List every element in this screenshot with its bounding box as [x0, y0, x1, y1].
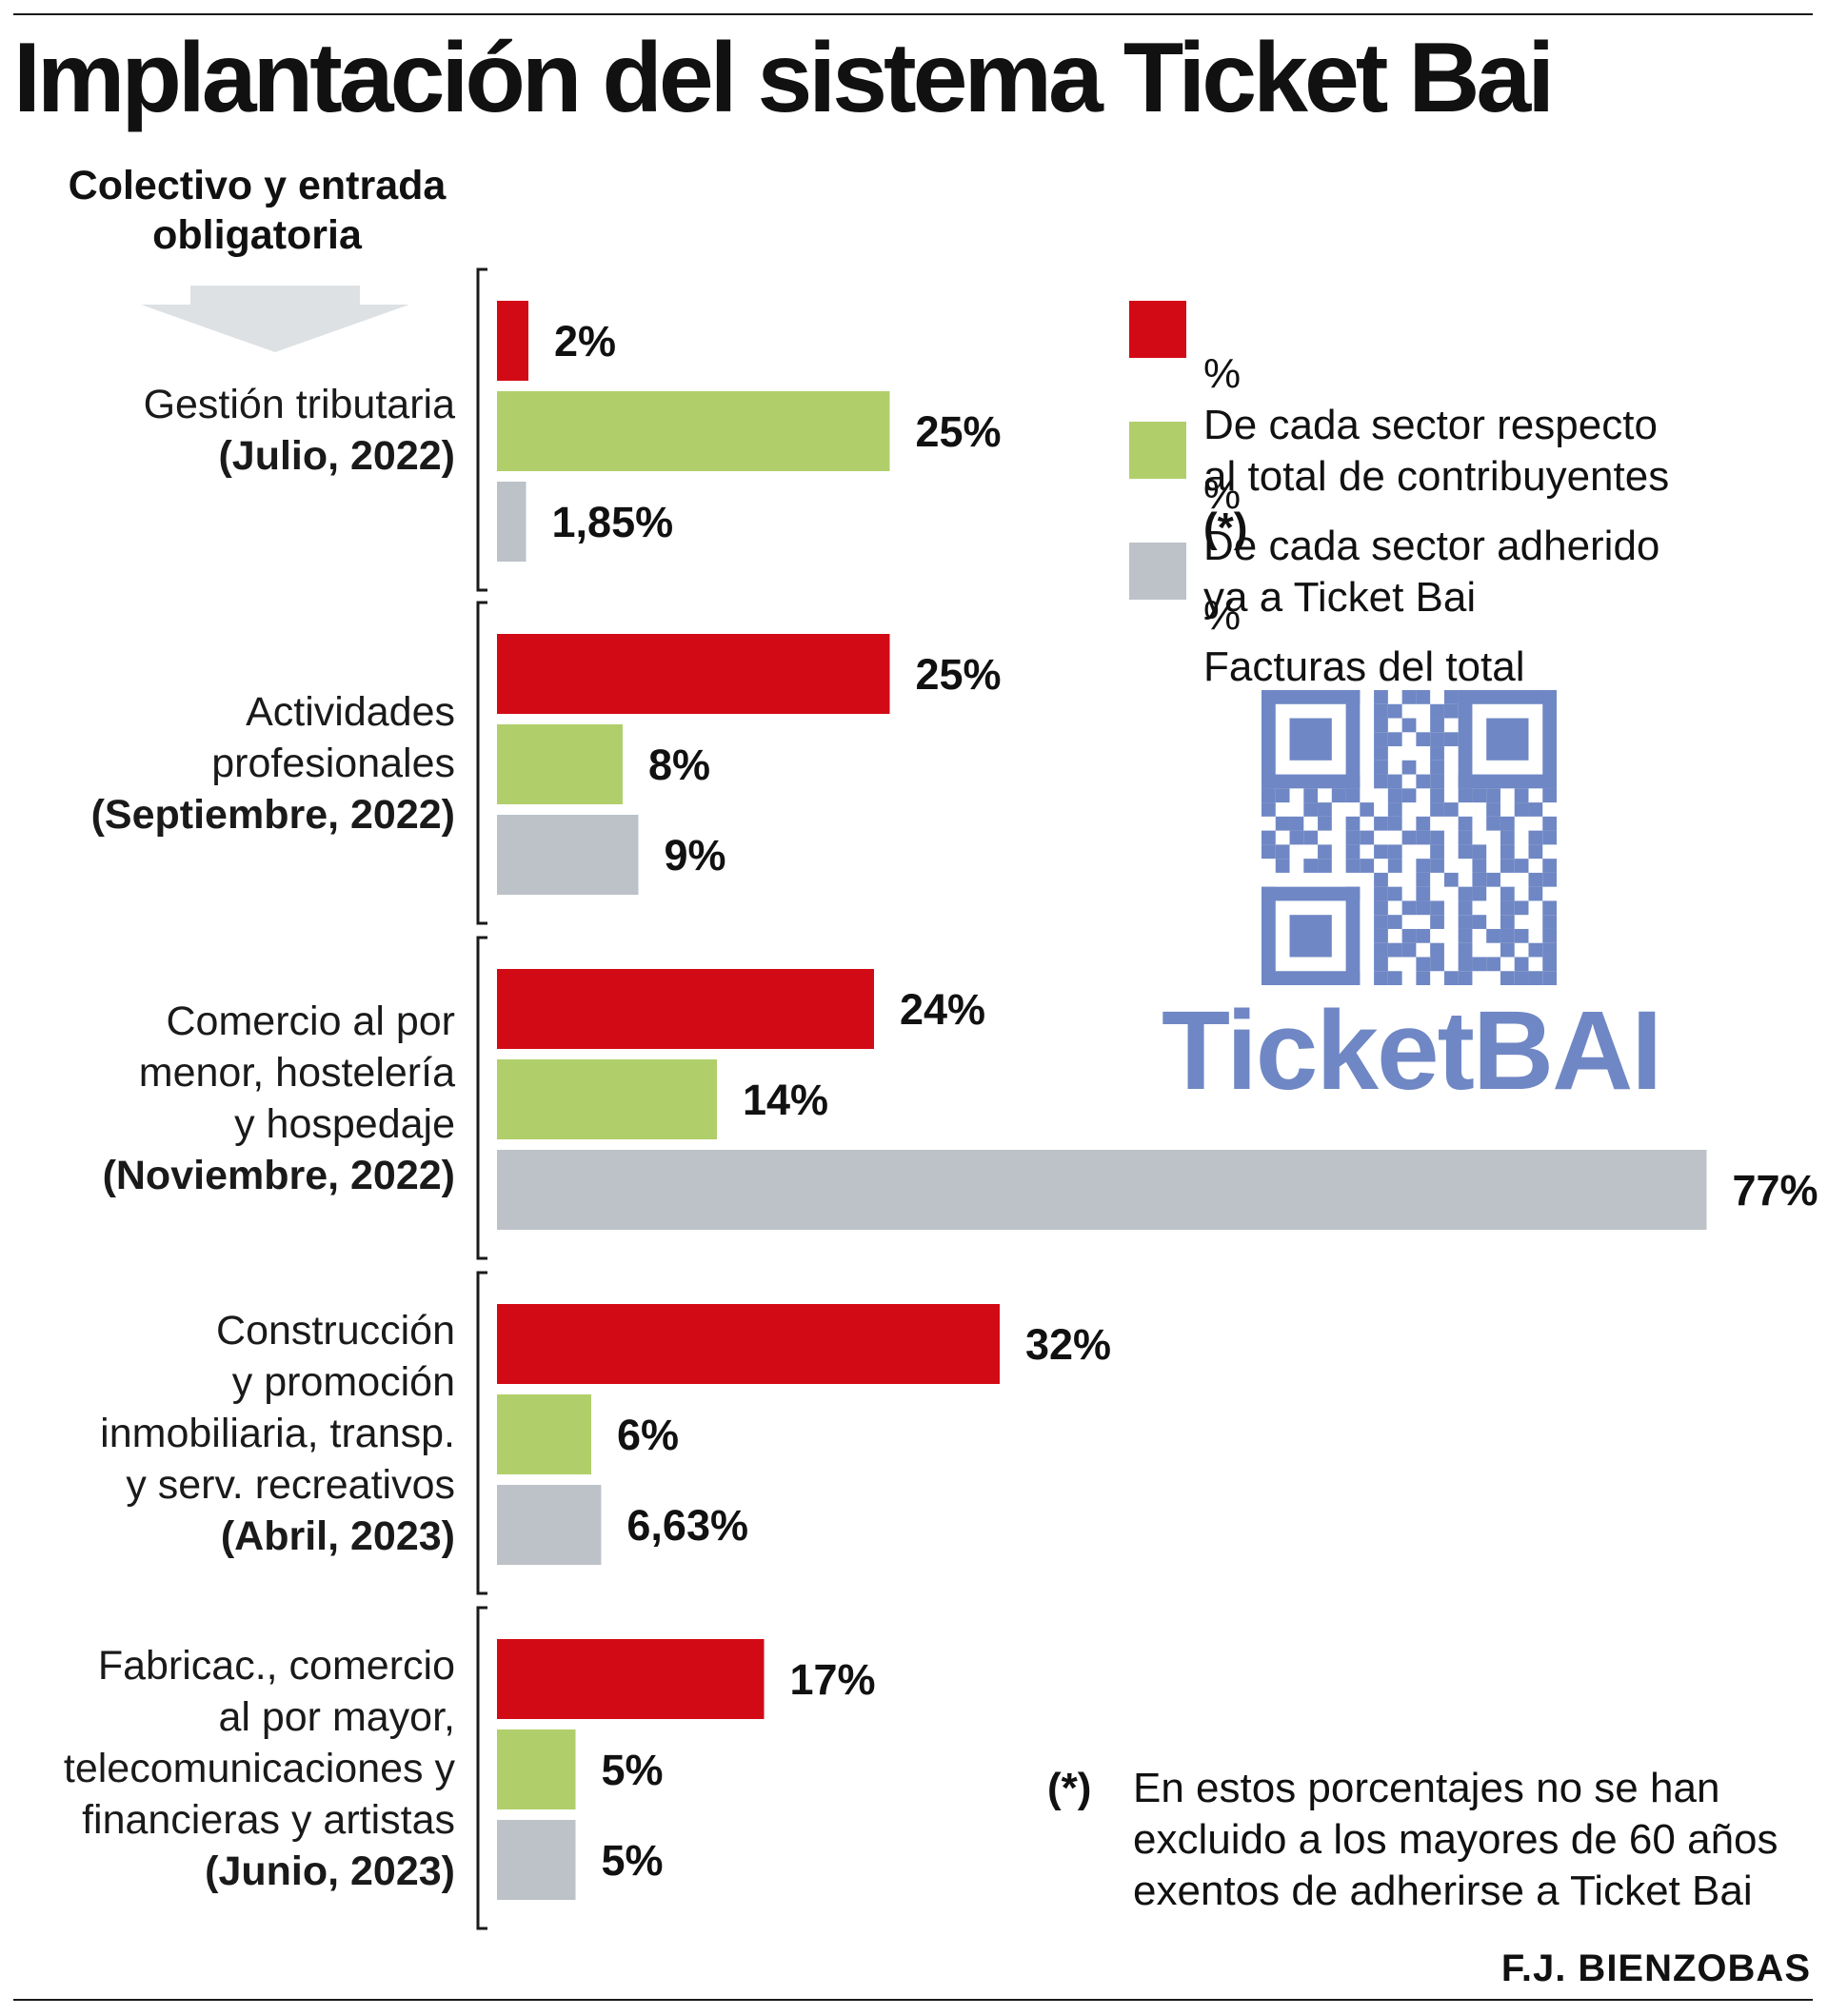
bar-value-label: 77%	[1733, 1166, 1818, 1215]
category-label: financieras y artistas	[82, 1797, 455, 1843]
bar-contribuyentes	[497, 969, 874, 1049]
bar-value-label: 9%	[665, 831, 726, 880]
logo-wordmark: TicketBAI	[1162, 988, 1662, 1114]
legend-swatch-red	[1129, 301, 1186, 358]
top-rule	[13, 13, 1813, 15]
category-label: inmobiliaria, transp.	[100, 1411, 455, 1456]
category-label: menor, hostelería	[139, 1050, 455, 1096]
ticketbai-logo: TicketBAI	[1162, 690, 1662, 1107]
group-bracket	[476, 1606, 487, 1930]
bar-adherido	[497, 1059, 717, 1139]
bar-adherido	[497, 1729, 576, 1809]
legend-label: De cada sector adherido ya a Ticket Bai	[1203, 523, 1660, 621]
bar-value-label: 32%	[1025, 1320, 1111, 1369]
legend-symbol: %	[1203, 350, 1242, 397]
category-label: profesionales	[211, 741, 455, 786]
bar-value-label: 14%	[743, 1076, 828, 1124]
bar-value-label: 5%	[602, 1746, 664, 1794]
category-label: al por mayor,	[218, 1694, 455, 1740]
bar-adherido	[497, 724, 623, 804]
bar-value-label: 8%	[648, 741, 710, 789]
category-label: y hospedaje	[234, 1101, 455, 1147]
bar-contribuyentes	[497, 301, 528, 381]
group-bracket	[476, 936, 487, 1260]
bar-facturas	[497, 1820, 576, 1900]
legend-symbol: %	[1203, 471, 1242, 518]
bar-contribuyentes	[497, 1639, 765, 1719]
bar-facturas	[497, 1150, 1707, 1230]
group-bracket	[476, 601, 487, 925]
legend-swatch-green	[1129, 422, 1186, 479]
bar-value-label: 2%	[554, 317, 616, 366]
category-label: telecomunicaciones y	[64, 1746, 456, 1791]
legend-label: Facturas del total	[1203, 643, 1525, 690]
category-period-label: (Abril, 2023)	[221, 1513, 455, 1559]
bar-adherido	[497, 391, 890, 471]
category-label: Gestión tributaria	[144, 382, 456, 427]
intro-label: Colectivo y entrada obligatoria	[68, 163, 447, 258]
group-bracket	[476, 267, 487, 592]
qr-code-icon	[1262, 690, 1557, 985]
category-label: Construcción	[216, 1308, 455, 1354]
category-label: y serv. recreativos	[126, 1462, 455, 1508]
group-bracket	[476, 1271, 487, 1595]
author-credit: F.J. BIENZOBAS	[1500, 1947, 1811, 1989]
bar-contribuyentes	[497, 634, 890, 714]
bottom-rule	[13, 1999, 1813, 2001]
category-label: y promoción	[232, 1359, 455, 1405]
legend-symbol: %	[1203, 592, 1242, 639]
bar-facturas	[497, 482, 527, 562]
category-label: Actividades	[246, 689, 455, 735]
category-period-label: (Julio, 2022)	[218, 433, 455, 479]
chart-title: Implantación del sistema Ticket Bai	[13, 23, 1555, 133]
bar-adherido	[497, 1394, 591, 1474]
bar-value-label: 5%	[602, 1836, 664, 1885]
category-label: Comercio al por	[167, 998, 456, 1044]
category-period-label: (Noviembre, 2022)	[103, 1153, 455, 1198]
bar-value-label: 1,85%	[552, 498, 674, 546]
category-period-label: (Junio, 2023)	[205, 1848, 455, 1894]
bar-facturas	[497, 1485, 602, 1565]
bar-value-label: 17%	[790, 1655, 876, 1704]
bar-facturas	[497, 815, 639, 895]
bar-value-label: 25%	[916, 650, 1002, 699]
bar-value-label: 6%	[617, 1411, 679, 1459]
legend-label: De cada sector respecto al total de cont…	[1203, 402, 1670, 500]
footnote-text: En estos porcentajes no se han excluido …	[1133, 1765, 1778, 1914]
footnote-mark: (*)	[1047, 1765, 1092, 1811]
bar-value-label: 24%	[900, 985, 985, 1034]
down-arrow-icon	[141, 286, 409, 352]
category-period-label: (Septiembre, 2022)	[91, 792, 455, 838]
bar-value-label: 6,63%	[626, 1501, 748, 1550]
legend-swatch-gray	[1129, 543, 1186, 600]
bar-value-label: 25%	[916, 407, 1002, 456]
category-label: Fabricac., comercio	[98, 1643, 455, 1689]
bar-contribuyentes	[497, 1304, 1000, 1384]
legend-asterisk-mark: (*)	[1203, 504, 1248, 551]
